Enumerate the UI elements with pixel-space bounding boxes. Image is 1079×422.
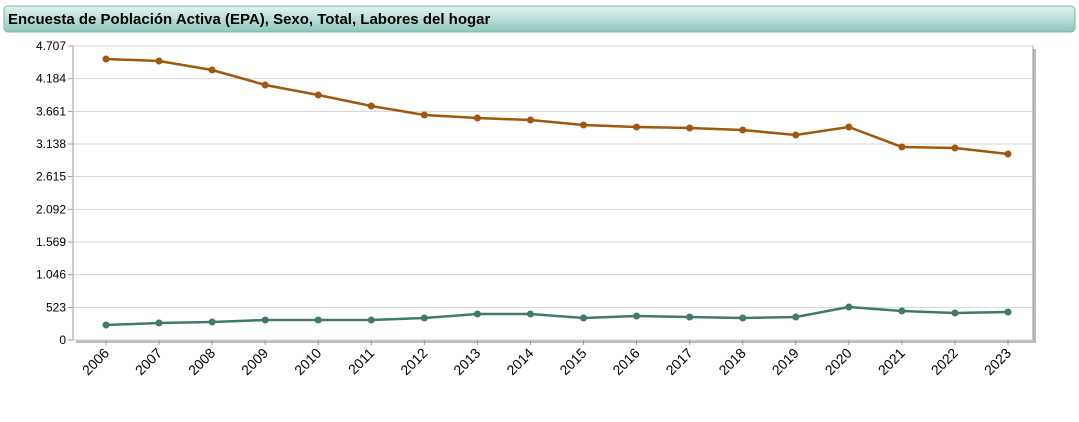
point: [208, 66, 216, 74]
point: [898, 307, 906, 315]
plot-area: [72, 45, 1034, 341]
point: [526, 116, 534, 124]
point: [1004, 150, 1012, 158]
point: [155, 57, 163, 65]
x-tick-label: 2023: [981, 345, 1014, 378]
series-line: [105, 57, 1009, 156]
point: [580, 314, 588, 322]
x-tick-label: 2018: [715, 345, 748, 378]
point: [208, 318, 216, 326]
y-tick-label: 0: [59, 333, 66, 347]
x-tick-label: 2006: [79, 345, 112, 378]
x-tick-label: 2022: [928, 345, 961, 378]
point: [845, 303, 853, 311]
x-tick-label: 2009: [238, 345, 271, 378]
point: [951, 309, 959, 317]
y-tick-label: 1.569: [36, 235, 66, 249]
title-bar: [3, 5, 1076, 33]
point: [739, 314, 747, 322]
point: [261, 316, 269, 324]
y-tick-label: 4.707: [36, 39, 66, 53]
point: [951, 144, 959, 152]
y-tick-label: 1.046: [36, 268, 66, 282]
point: [845, 123, 853, 131]
point: [526, 310, 534, 318]
y-tick-label: 4.184: [36, 72, 66, 86]
point: [420, 111, 428, 119]
point: [792, 313, 800, 321]
x-tick-label: 2012: [397, 345, 430, 378]
chart-title: Encuesta de Población Activa (EPA), Sexo…: [8, 11, 490, 28]
x-tick-label: 2013: [450, 345, 483, 378]
x-tick-label: 2017: [662, 345, 695, 378]
point: [102, 55, 110, 63]
y-tick-label: 523: [46, 300, 66, 314]
x-tick-label: 2011: [345, 345, 378, 378]
point: [420, 314, 428, 322]
point: [898, 143, 906, 151]
y-tick-label: 2.615: [36, 170, 66, 184]
y-tick-label: 3.138: [36, 137, 66, 151]
point: [580, 121, 588, 129]
x-tick-label: 2020: [822, 345, 855, 378]
x-tick-label: 2019: [769, 345, 802, 378]
series-line: [105, 305, 1009, 327]
point: [473, 114, 481, 122]
point: [367, 316, 375, 324]
point: [686, 124, 694, 132]
point: [1004, 308, 1012, 316]
x-tick-label: 2016: [609, 345, 642, 378]
x-tick-label: 2014: [503, 345, 536, 378]
point: [155, 319, 163, 327]
x-tick-label: 2015: [556, 345, 589, 378]
point: [314, 316, 322, 324]
y-tick-label: 3.661: [36, 104, 66, 118]
x-tick-label: 2010: [291, 345, 324, 378]
point: [102, 321, 110, 329]
point: [792, 131, 800, 139]
point: [314, 91, 322, 99]
x-tick-label: 2008: [185, 345, 218, 378]
point: [261, 81, 269, 89]
x-tick-label: 2021: [875, 345, 908, 378]
point: [633, 123, 641, 131]
point: [739, 126, 747, 134]
point: [686, 313, 694, 321]
x-tick-label: 2007: [132, 345, 165, 378]
y-tick-label: 2.092: [36, 202, 66, 216]
point: [367, 102, 375, 110]
point: [473, 310, 481, 318]
point: [633, 312, 641, 320]
